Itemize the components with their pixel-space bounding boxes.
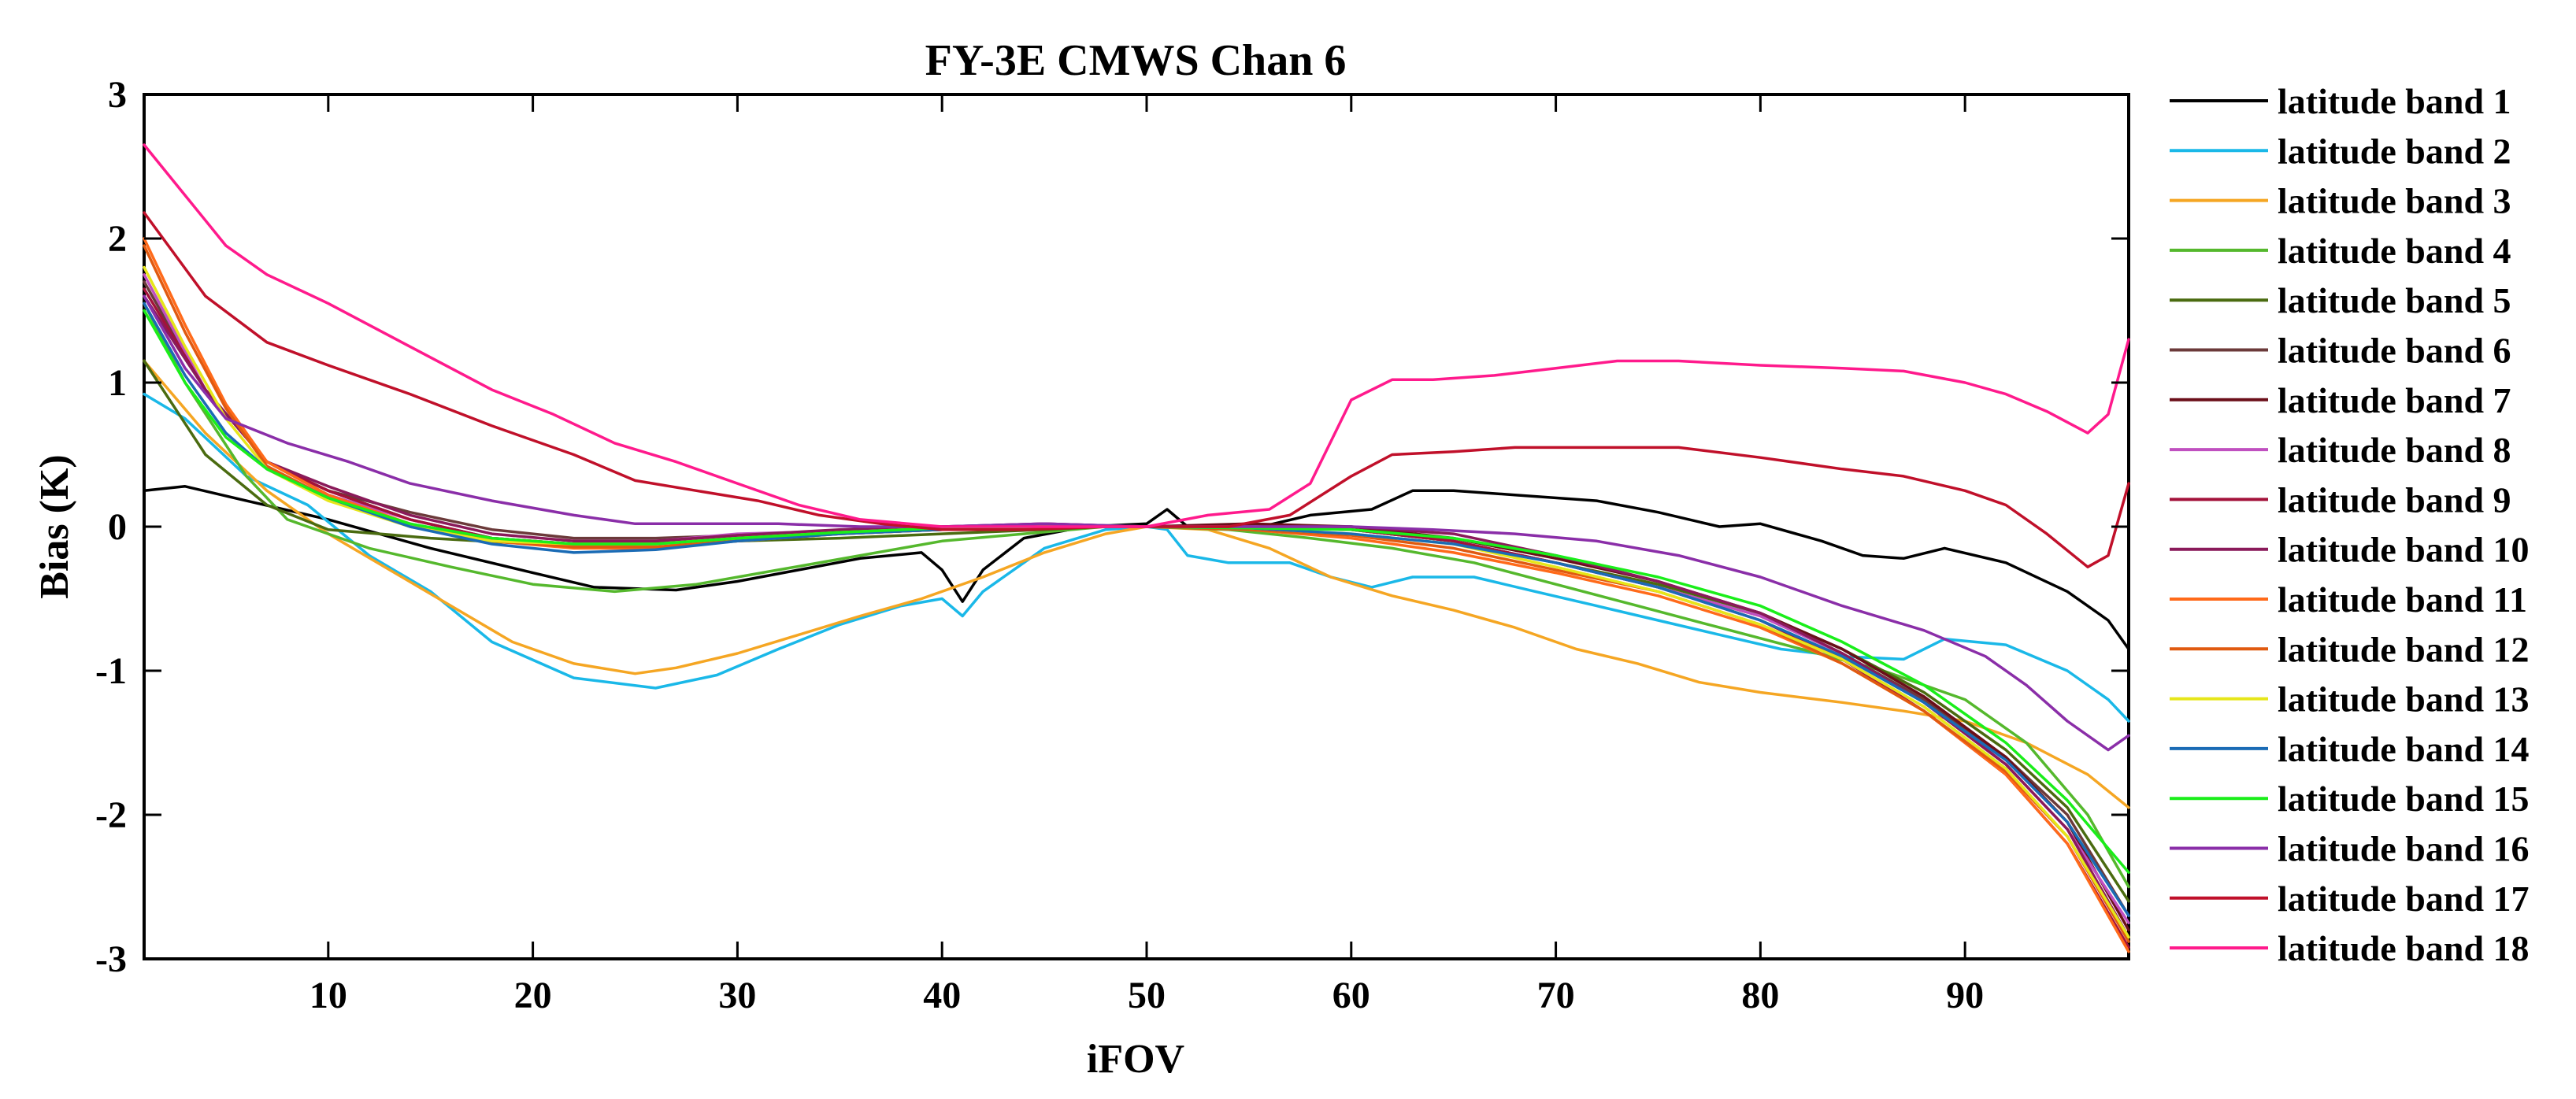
x-tick-label: 40: [923, 975, 961, 1016]
x-tick-label: 60: [1332, 975, 1370, 1016]
x-tick-label: 50: [1128, 975, 1166, 1016]
legend-label-13: latitude band 13: [2278, 679, 2530, 720]
x-tick-label: 70: [1537, 975, 1575, 1016]
series-line-18: [143, 143, 2130, 528]
series-line-1: [143, 485, 2130, 651]
legend-label-1: latitude band 1: [2278, 81, 2511, 121]
y-tick-label: 2: [108, 218, 127, 260]
y-tick-label: 0: [108, 506, 127, 548]
x-tick-label: 10: [309, 975, 347, 1016]
legend-label-10: latitude band 10: [2278, 530, 2530, 570]
x-axis-label: iFOV: [1087, 1037, 1184, 1082]
series-line-17: [143, 211, 2130, 568]
legend-label-4: latitude band 4: [2278, 231, 2511, 271]
legend-label-6: latitude band 6: [2278, 331, 2511, 371]
legend-label-18: latitude band 18: [2278, 928, 2530, 968]
x-tick-label: 30: [718, 975, 756, 1016]
x-tick-label: 80: [1741, 975, 1779, 1016]
legend-label-16: latitude band 16: [2278, 829, 2530, 869]
legend-label-14: latitude band 14: [2278, 729, 2530, 769]
legend-label-5: latitude band 5: [2278, 280, 2511, 320]
x-tick-label: 90: [1946, 975, 1984, 1016]
legend-label-8: latitude band 8: [2278, 430, 2511, 470]
chart-title: FY-3E CMWS Chan 6: [925, 36, 1347, 85]
y-tick-label: -3: [95, 938, 127, 980]
y-axis: -3 -2 -1 0 1 2 3: [95, 74, 2129, 980]
legend-label-12: latitude band 12: [2278, 629, 2530, 669]
y-tick-label: 3: [108, 74, 127, 116]
x-axis: 10 20 30 40 50 60 70 80 90: [309, 94, 1984, 1016]
y-tick-label: -2: [95, 794, 127, 836]
legend-label-3: latitude band 3: [2278, 181, 2511, 221]
legend-label-9: latitude band 9: [2278, 479, 2511, 520]
y-tick-label: 1: [108, 362, 127, 404]
legend-label-2: latitude band 2: [2278, 131, 2511, 171]
x-tick-label: 20: [514, 975, 552, 1016]
series-lines: [143, 143, 2130, 953]
y-axis-label: Bias (K): [32, 454, 77, 598]
legend-label-15: latitude band 15: [2278, 779, 2530, 819]
legend-label-7: latitude band 7: [2278, 380, 2511, 420]
y-tick-label: -1: [95, 650, 127, 692]
legend-label-11: latitude band 11: [2278, 579, 2527, 620]
series-line-3: [143, 359, 2130, 809]
legend-label-17: latitude band 17: [2278, 879, 2530, 919]
legend: latitude band 1 latitude band 2 latitude b…: [2170, 81, 2530, 968]
